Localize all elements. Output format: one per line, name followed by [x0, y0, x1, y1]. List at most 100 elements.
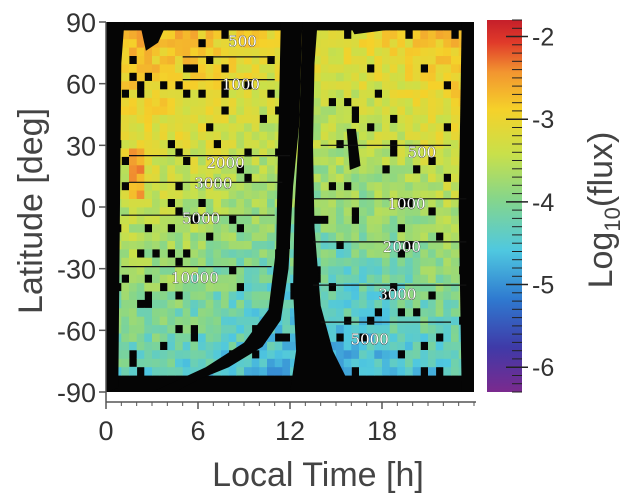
heatmap-cell: [274, 47, 283, 56]
heatmap-cell: [221, 72, 230, 82]
heatmap-cell: [428, 282, 437, 292]
heatmap-cell: [251, 358, 260, 368]
heatmap-cell: [374, 198, 383, 208]
heatmap-cell: [320, 165, 329, 174]
heatmap-cell: [366, 148, 375, 157]
heatmap-cell: [244, 64, 253, 73]
heatmap-cell: [359, 30, 368, 40]
y-tick-label: 60: [66, 70, 96, 100]
heatmap-cell: [228, 47, 237, 56]
heatmap-cell: [213, 30, 222, 40]
heatmap-cell: [159, 156, 168, 166]
heatmap-cell: [236, 148, 245, 157]
heatmap-cell: [435, 139, 444, 149]
heatmap-cell: [328, 80, 337, 90]
dark-band: [152, 22, 303, 392]
heatmap-cell: [382, 257, 391, 267]
heatmap-cell: [389, 333, 398, 342]
heatmap-cell: [144, 198, 153, 208]
heatmap-cell: [443, 72, 452, 82]
heatmap-cell: [259, 30, 268, 40]
heatmap-cell: [389, 366, 398, 376]
heatmap-cell: [420, 72, 429, 82]
heatmap-cell: [451, 139, 460, 149]
heatmap-cell: [428, 316, 437, 326]
heatmap-cell: [159, 265, 168, 275]
heatmap-cell: [182, 257, 191, 267]
heatmap-cell: [320, 106, 329, 115]
heatmap-cell: [435, 215, 444, 225]
heatmap-cell: [428, 249, 437, 258]
heatmap-cell: [435, 114, 444, 124]
heatmap-cell: [159, 232, 168, 241]
heatmap-cell: [267, 106, 276, 115]
heatmap-cell: [397, 47, 406, 56]
heatmap-cell: [313, 38, 322, 48]
heatmap-cell: [412, 64, 421, 73]
heatmap-cell: [144, 106, 153, 115]
heatmap-cell: [129, 324, 138, 334]
heatmap-cell: [136, 55, 145, 65]
heatmap-cell: [267, 257, 276, 267]
heatmap-cell: [267, 358, 276, 368]
heatmap-cell: [382, 55, 391, 65]
heatmap-cell: [405, 55, 414, 65]
heatmap-cell: [136, 240, 145, 250]
heatmap-cell: [435, 316, 444, 326]
heatmap-cell: [397, 89, 406, 99]
heatmap-cell: [443, 307, 452, 317]
heatmap-cell: [205, 64, 214, 73]
heatmap-cell: [244, 274, 253, 284]
heatmap-cell: [228, 324, 237, 334]
heatmap-cell: [213, 350, 222, 359]
heatmap-cell: [190, 282, 199, 292]
heatmap-cell: [435, 223, 444, 233]
heatmap-cell: [121, 282, 130, 292]
heatmap-cell: [167, 190, 176, 199]
heatmap-cell: [236, 291, 245, 300]
heatmap-cell: [167, 232, 176, 241]
heatmap-cell: [121, 257, 130, 267]
heatmap-cell: [159, 64, 168, 73]
heatmap-cell: [136, 265, 145, 275]
heatmap-cell: [152, 122, 161, 132]
heatmap-cell: [221, 265, 230, 275]
heatmap-cell: [213, 274, 222, 284]
heatmap-cell: [129, 156, 138, 166]
heatmap-cell: [167, 72, 176, 82]
heatmap-cell: [336, 80, 345, 90]
heatmap-cell: [175, 131, 184, 141]
heatmap-cell: [236, 173, 245, 183]
heatmap-cell: [251, 223, 260, 233]
heatmap-cell: [428, 97, 437, 107]
heatmap-cell: [198, 173, 207, 183]
heatmap-cell: [351, 181, 360, 191]
heatmap-cell: [213, 324, 222, 334]
heatmap-cell: [267, 122, 276, 132]
heatmap-cell: [251, 282, 260, 292]
heatmap-cell: [121, 80, 130, 90]
heatmap-cell: [435, 80, 444, 90]
heatmap-cell: [435, 156, 444, 166]
heatmap-cell: [412, 173, 421, 183]
heatmap-cell: [336, 181, 345, 191]
heatmap-cell: [328, 333, 337, 342]
heatmap-cell: [152, 64, 161, 73]
heatmap-cell: [144, 333, 153, 342]
heatmap-cell: [136, 341, 145, 351]
heatmap-cell: [420, 265, 429, 275]
heatmap-cell: [374, 72, 383, 82]
heatmap-cell: [397, 80, 406, 90]
heatmap-cell: [374, 131, 383, 141]
heatmap-cell: [221, 181, 230, 191]
heatmap-cell: [405, 324, 414, 334]
heatmap-cell: [144, 64, 153, 73]
heatmap-cell: [267, 97, 276, 107]
heatmap-cell: [236, 257, 245, 267]
heatmap-cell: [389, 55, 398, 65]
heatmap-cell: [366, 207, 375, 216]
y-tick-label: -90: [57, 378, 96, 408]
heatmap-cell: [389, 89, 398, 99]
heatmap-cell: [144, 265, 153, 275]
heatmap-cell: [121, 350, 130, 359]
